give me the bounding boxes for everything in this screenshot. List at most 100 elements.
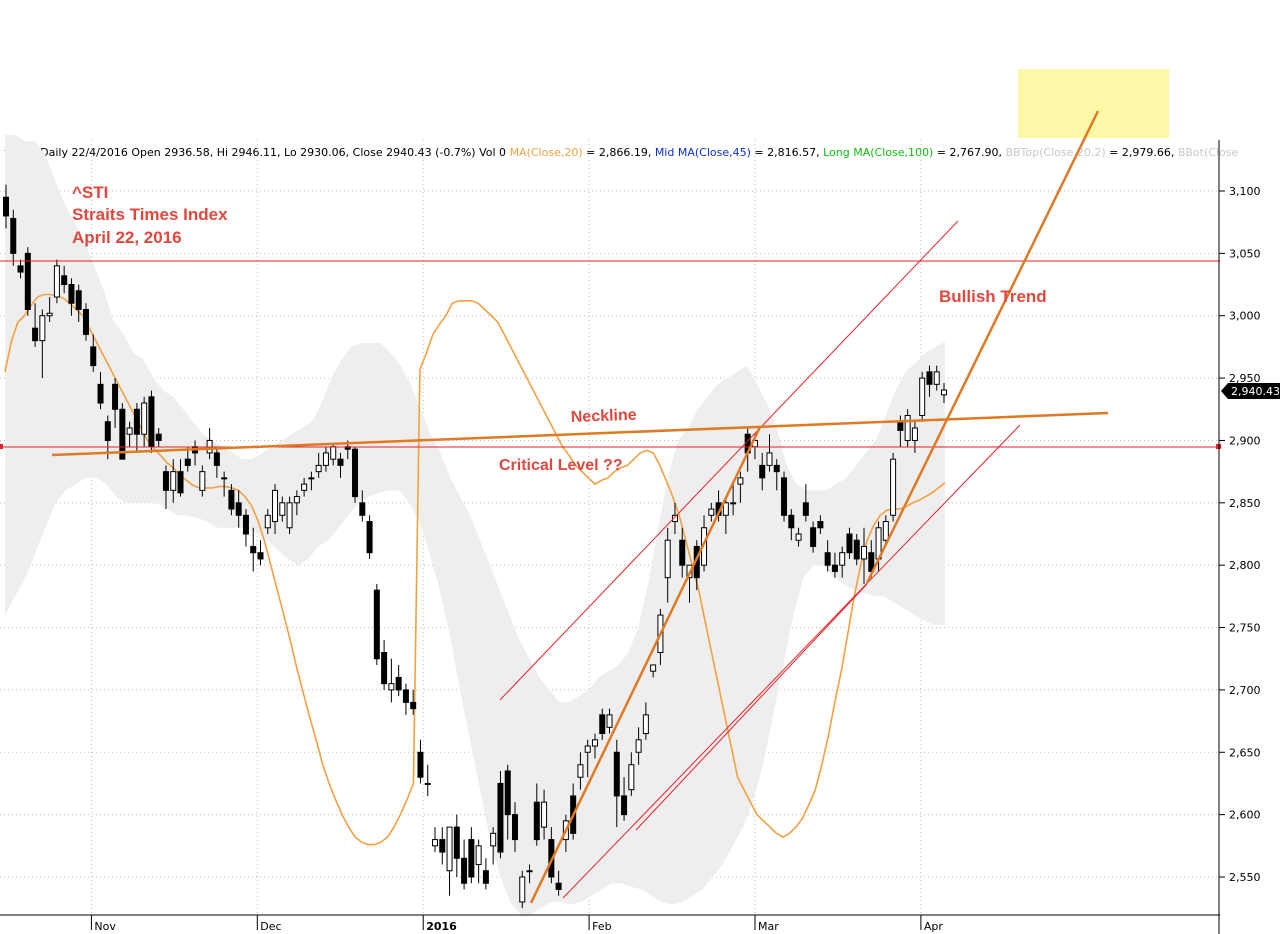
candle-body-up (39, 315, 46, 342)
candle (708, 502, 715, 522)
candle-body-up (591, 739, 598, 747)
candle (337, 452, 344, 478)
candle-body-up (766, 452, 773, 466)
candle (446, 826, 453, 896)
candle-body-up (577, 764, 584, 778)
candle (490, 827, 497, 865)
candle-body-down (119, 408, 126, 460)
candle-body-up (221, 477, 228, 480)
candle-body-up (890, 458, 897, 516)
candle (941, 382, 947, 403)
candle (199, 465, 206, 497)
candle-body-up (541, 801, 548, 828)
candle-body-down (3, 196, 9, 217)
candle (53, 259, 60, 304)
header-ma100-value: = 2,767.90, (933, 146, 1005, 159)
candle (395, 664, 402, 697)
candle (621, 777, 628, 821)
last-price-tag: 2,940.43 (1221, 383, 1280, 399)
candle (606, 708, 613, 734)
candle-body-down (359, 502, 366, 516)
candle (119, 403, 126, 460)
candle (82, 303, 89, 341)
candle (781, 471, 788, 522)
candle (635, 727, 642, 765)
candle-body-up (424, 782, 431, 785)
candle-body-down (162, 471, 169, 491)
candle-body-down (482, 870, 489, 884)
candle-body-up (272, 489, 279, 523)
candle-body-up (642, 714, 649, 735)
candle (788, 509, 795, 541)
candle (264, 509, 271, 534)
candle (39, 309, 46, 379)
candle (461, 839, 468, 890)
candle (24, 247, 31, 316)
candle (504, 764, 511, 840)
candle (61, 265, 68, 294)
candle (839, 546, 846, 578)
candle-body-up (170, 471, 177, 491)
title-ticker: ^STI (72, 183, 108, 202)
candle-body-down (853, 539, 860, 560)
candle (308, 471, 315, 491)
x-tick-label: Nov (94, 920, 116, 933)
candle (366, 515, 373, 559)
candle (250, 527, 257, 572)
candle-body-down (439, 839, 446, 853)
candle (482, 858, 489, 890)
header-ma100-label: Long MA(Close,100) (823, 146, 933, 159)
candle-body-up (46, 312, 53, 317)
candle-body-down (599, 714, 606, 735)
candle-body-down (788, 514, 795, 529)
candle-body-up (941, 389, 947, 396)
candle-body-up (671, 514, 678, 523)
candle-body-up (628, 764, 635, 791)
candle (933, 365, 940, 391)
candle-body-up (919, 377, 926, 417)
y-tick-label: 2,550 (1229, 871, 1261, 884)
moving-average (4, 293, 946, 846)
candle (846, 527, 853, 559)
candle-body-down (235, 502, 242, 516)
candle-body-up (708, 508, 715, 516)
candle-body-down (679, 539, 686, 566)
candle (279, 496, 286, 522)
candle-body-up (330, 446, 337, 460)
critical-level-label: Critical Level ?? (499, 457, 623, 474)
candle (824, 540, 831, 572)
candle-body-up (526, 870, 533, 873)
candle (388, 658, 395, 703)
candle (293, 490, 300, 516)
candle (802, 484, 809, 522)
candle-body-up (475, 845, 482, 866)
candle (759, 452, 766, 491)
candle (671, 502, 678, 534)
candle-body-up (606, 714, 613, 728)
candle-body-up (490, 832, 497, 847)
candle-body-down (897, 421, 904, 431)
candle-body-up (722, 502, 729, 516)
candle-body-down (10, 217, 17, 254)
candle (468, 827, 475, 884)
bollinger-band-area (5, 134, 945, 915)
candle (417, 739, 424, 784)
candle-body-down (75, 290, 82, 310)
candle-body-down (497, 782, 504, 853)
candle (861, 527, 868, 584)
candle (32, 303, 39, 347)
critical-level-marker-left (0, 444, 3, 449)
candle (730, 484, 737, 516)
y-tick-label: 2,800 (1229, 559, 1261, 572)
candle-body-down (453, 826, 460, 859)
x-tick-label: Dec (260, 920, 281, 933)
y-tick-label: 2,900 (1229, 434, 1261, 447)
x-tick-label: Feb (592, 920, 611, 933)
candle (577, 752, 584, 790)
candle (301, 477, 308, 497)
y-tick-label: 2,750 (1229, 622, 1261, 635)
candle (68, 278, 75, 316)
header-ma45-label: Mid MA(Close,45) (655, 146, 751, 159)
candle (46, 297, 53, 322)
